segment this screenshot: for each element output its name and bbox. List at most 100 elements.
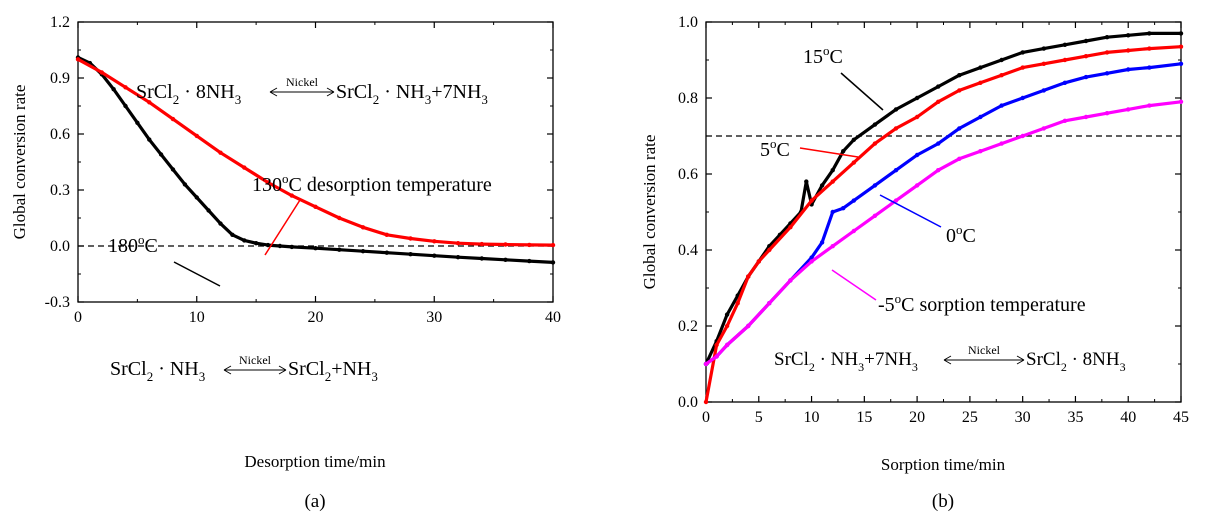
data-point-b-2 <box>1041 88 1047 93</box>
data-point-b-2 <box>999 103 1004 108</box>
data-point-a-0 <box>408 252 413 257</box>
data-point-a-0 <box>503 257 508 262</box>
data-point-b-3 <box>1020 133 1025 139</box>
data-point-a-0 <box>206 208 211 213</box>
reaction-equation-a1-products: SrCl2 · NH3+7NH3 <box>336 81 488 107</box>
y-tick-label-b: 0.0 <box>678 394 698 411</box>
data-point-b-1 <box>1083 54 1089 59</box>
y-tick-label-a: 0.3 <box>50 182 70 199</box>
data-point-a-1 <box>337 215 342 221</box>
data-point-a-0 <box>135 120 140 126</box>
data-point-b-0 <box>872 122 878 127</box>
data-point-a-1 <box>242 165 247 170</box>
data-point-a-0 <box>253 241 259 246</box>
data-point-a-0 <box>158 152 164 157</box>
data-point-a-0 <box>337 247 342 252</box>
panel-caption-a: (a) <box>304 491 325 512</box>
data-point-b-3 <box>851 228 856 234</box>
x-tick-label-a: 10 <box>189 309 205 326</box>
data-point-b-2 <box>819 240 825 245</box>
leader-180C <box>173 261 221 287</box>
data-point-b-3 <box>999 141 1004 146</box>
data-point-b-3 <box>809 259 814 264</box>
data-point-b-0 <box>1041 46 1047 51</box>
y-tick-label-b: 0.6 <box>678 166 698 183</box>
data-point-b-2 <box>1083 74 1089 80</box>
label-0C: 0oC <box>946 222 976 247</box>
data-point-b-1 <box>851 160 856 165</box>
data-point-b-3 <box>1147 103 1152 108</box>
data-point-a-0 <box>230 232 235 237</box>
data-point-a-0 <box>550 260 556 265</box>
data-point-b-1 <box>714 342 719 348</box>
data-point-b-3 <box>1178 99 1184 105</box>
leader-15C <box>840 72 884 111</box>
data-point-b-2 <box>851 198 856 203</box>
data-point-a-1 <box>265 180 271 185</box>
data-point-b-3 <box>872 213 878 218</box>
data-point-a-1 <box>432 239 437 244</box>
label-minus5C: -5oC sorption temperature <box>878 291 1086 316</box>
data-point-b-3 <box>714 354 719 359</box>
data-point-b-0 <box>1178 31 1184 36</box>
reaction-arrow-heads-b <box>943 355 1025 365</box>
data-point-b-3 <box>746 323 751 329</box>
data-point-a-0 <box>182 182 188 187</box>
data-point-b-2 <box>841 206 846 211</box>
label-5C: 5oC <box>760 136 790 161</box>
data-point-a-1 <box>503 242 508 247</box>
data-point-b-1 <box>809 198 814 203</box>
data-point-b-2 <box>893 168 899 173</box>
leader-130C <box>264 199 301 256</box>
data-point-b-1 <box>1062 57 1068 63</box>
y-tick-label-a: -0.3 <box>45 294 70 311</box>
data-point-b-0 <box>724 312 730 317</box>
data-point-b-3 <box>830 244 835 249</box>
data-point-b-1 <box>1147 46 1152 51</box>
catalyst-label-a1: Nickel <box>286 75 319 89</box>
data-point-a-0 <box>360 249 366 254</box>
data-point-a-1 <box>218 150 223 155</box>
reaction-arrow-heads-a2 <box>223 365 287 375</box>
data-point-a-0 <box>455 255 461 260</box>
data-point-b-0 <box>1020 50 1025 55</box>
x-tick-label-a: 0 <box>74 309 82 326</box>
data-point-b-0 <box>819 183 825 188</box>
x-tick-label-b: 10 <box>804 409 820 426</box>
data-point-a-1 <box>99 70 105 75</box>
data-point-b-3 <box>978 149 983 154</box>
data-point-b-2 <box>1104 71 1110 76</box>
data-point-b-1 <box>1178 44 1184 49</box>
y-tick-label-a: 0.0 <box>50 238 70 255</box>
data-point-b-0 <box>1083 38 1089 44</box>
data-point-b-0 <box>1062 42 1068 47</box>
data-point-a-1 <box>75 57 81 62</box>
catalyst-label-a2: Nickel <box>239 353 272 367</box>
data-point-b-2 <box>957 126 962 131</box>
data-point-b-1 <box>1104 50 1110 55</box>
data-point-b-0 <box>851 137 856 142</box>
plot-frame-b <box>705 21 1182 403</box>
x-tick-label-b: 35 <box>1067 409 1083 426</box>
x-tick-label-b: 0 <box>702 409 710 426</box>
data-point-b-3 <box>1041 126 1047 131</box>
data-point-b-0 <box>893 107 899 112</box>
data-point-a-1 <box>360 225 366 230</box>
y-tick-label-b: 1.0 <box>678 14 698 31</box>
data-point-b-3 <box>703 361 709 367</box>
data-point-b-3 <box>914 183 920 188</box>
leader-0C <box>879 194 942 228</box>
data-point-b-2 <box>830 209 835 215</box>
data-point-b-1 <box>767 247 772 253</box>
data-point-a-0 <box>265 242 271 248</box>
data-point-b-0 <box>999 57 1004 63</box>
data-point-b-1 <box>957 88 962 93</box>
x-tick-label-a: 20 <box>308 309 324 326</box>
x-tick-label-a: 40 <box>545 309 561 326</box>
data-point-a-1 <box>194 133 199 139</box>
data-point-b-1 <box>893 126 899 131</box>
data-point-a-0 <box>277 243 283 249</box>
data-point-a-0 <box>123 103 128 109</box>
x-tick-label-b: 25 <box>962 409 978 426</box>
